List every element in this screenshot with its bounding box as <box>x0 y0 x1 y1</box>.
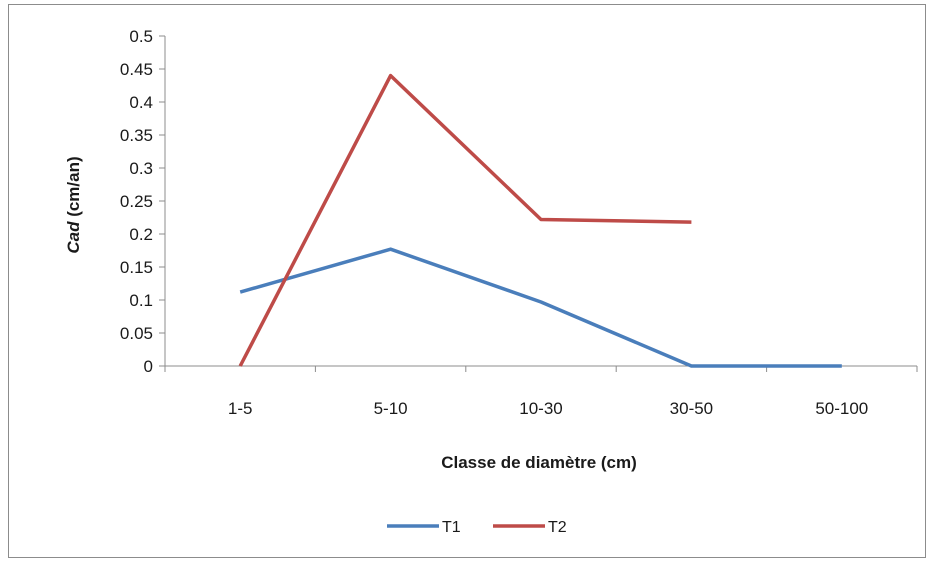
y-tick-label: 0.25 <box>120 192 153 211</box>
y-axis-ticks: 0 0.05 0.1 0.15 0.2 0.25 0.3 0.35 0.4 0.45 0.5 <box>120 27 165 376</box>
x-tick-label: 5-10 <box>374 399 408 418</box>
x-axis-ticks: 1-5 5-10 10-30 30-50 50-100 <box>164 366 918 418</box>
x-tick-label: 10-30 <box>519 399 562 418</box>
x-tick-label: 50-100 <box>815 399 868 418</box>
y-tick-label: 0.45 <box>120 60 153 79</box>
y-axis-title-unit: (cm/an) <box>64 156 83 221</box>
series-layer <box>238 73 842 368</box>
series-line-t1 <box>239 247 842 368</box>
legend: T1 T2 <box>387 519 567 536</box>
y-tick-label: 0.2 <box>129 225 153 244</box>
y-tick-label: 0.3 <box>129 159 153 178</box>
y-tick-label: 0.05 <box>120 324 153 343</box>
legend-label-t2: T2 <box>548 519 567 536</box>
legend-label-t1: T1 <box>442 519 461 536</box>
x-axis-title: Classe de diamètre (cm) <box>441 453 637 472</box>
x-tick-label: 1-5 <box>228 399 253 418</box>
y-tick-label: 0.4 <box>129 93 153 112</box>
y-axis-title-italic: Cad <box>64 221 83 254</box>
series-line-t2 <box>238 73 692 367</box>
y-tick-label: 0.1 <box>129 291 153 310</box>
y-axis-title: Cad (cm/an) <box>64 156 83 253</box>
x-tick-label: 30-50 <box>670 399 713 418</box>
line-chart: 0 0.05 0.1 0.15 0.2 0.25 0.3 0.35 0.4 0.45 0.5 1-5… <box>64 27 918 536</box>
chart-frame: 0 0.05 0.1 0.15 0.2 0.25 0.3 0.35 0.4 0.45 0.5 1-5… <box>8 4 926 558</box>
y-tick-label: 0 <box>144 357 153 376</box>
y-tick-label: 0.5 <box>129 27 153 46</box>
y-tick-label: 0.35 <box>120 126 153 145</box>
y-tick-label: 0.15 <box>120 258 153 277</box>
